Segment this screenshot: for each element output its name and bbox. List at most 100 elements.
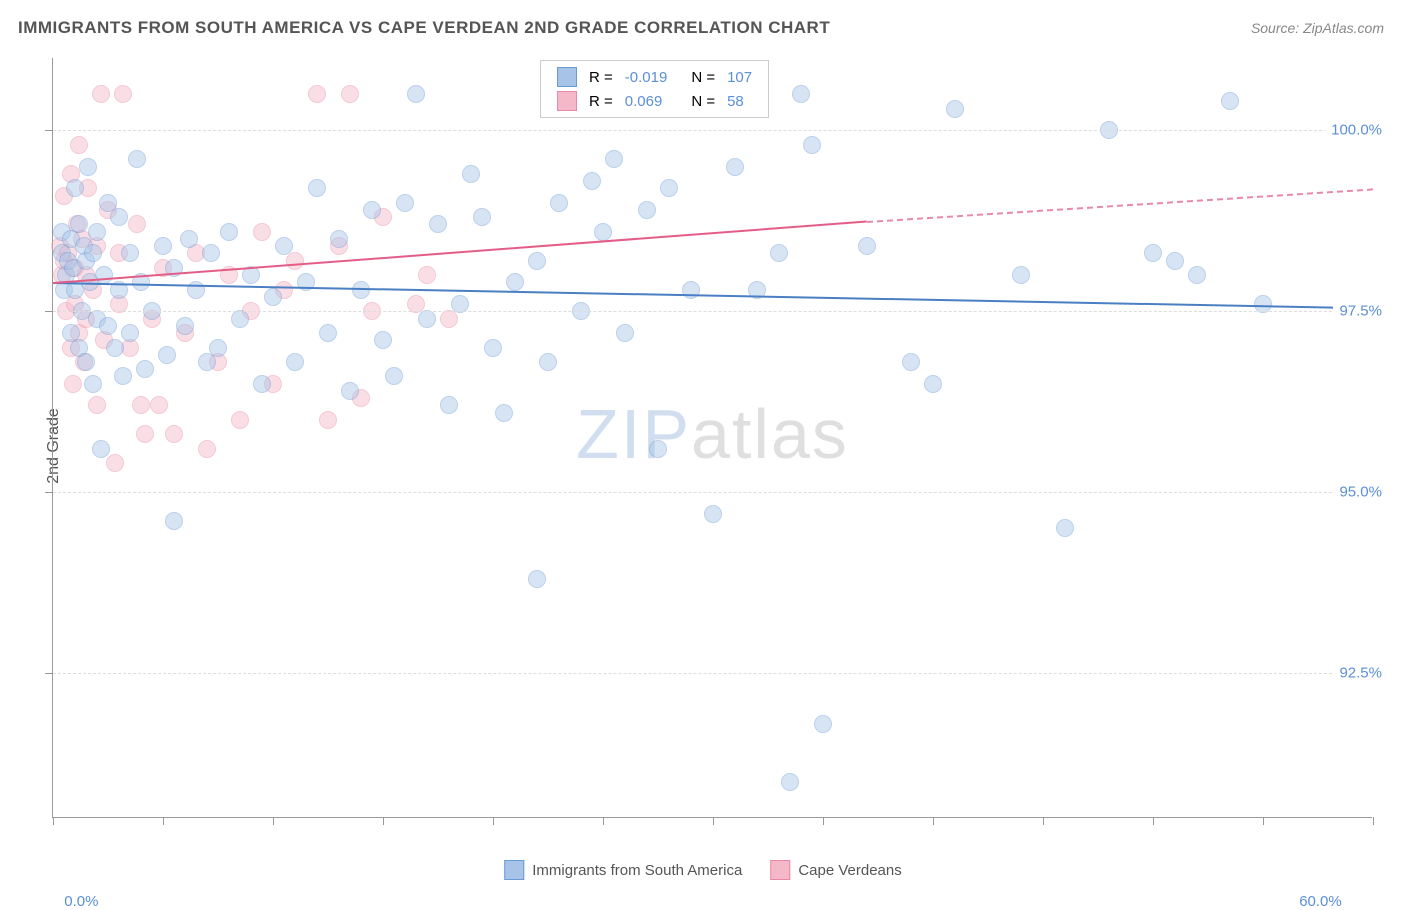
y-tick: [45, 130, 53, 131]
y-tick-label: 97.5%: [1333, 303, 1382, 320]
data-point: [154, 237, 172, 255]
source-attribution: Source: ZipAtlas.com: [1251, 20, 1384, 36]
y-tick-label: 95.0%: [1333, 484, 1382, 501]
x-axis-min-label: 0.0%: [64, 893, 98, 910]
data-point: [114, 85, 132, 103]
data-point: [198, 440, 216, 458]
legend-item-series1: Immigrants from South America: [504, 860, 742, 880]
r-value-series2: 0.069: [619, 89, 674, 113]
data-point: [858, 237, 876, 255]
legend-label-series2: Cape Verdeans: [798, 862, 901, 879]
data-point: [110, 208, 128, 226]
x-tick: [1373, 817, 1374, 825]
data-point: [506, 273, 524, 291]
data-point: [99, 317, 117, 335]
data-point: [136, 360, 154, 378]
data-point: [814, 715, 832, 733]
data-point: [946, 100, 964, 118]
data-point: [84, 375, 102, 393]
y-tick: [45, 673, 53, 674]
data-point: [649, 440, 667, 458]
n-label: N =: [685, 65, 721, 89]
data-point: [220, 223, 238, 241]
data-point: [136, 425, 154, 443]
data-point: [1056, 519, 1074, 537]
x-tick: [713, 817, 714, 825]
data-point: [726, 158, 744, 176]
y-tick: [45, 311, 53, 312]
data-point: [95, 266, 113, 284]
data-point: [407, 85, 425, 103]
n-label: N =: [685, 89, 721, 113]
data-point: [594, 223, 612, 241]
data-point: [92, 85, 110, 103]
legend-swatch-series2: [557, 91, 577, 111]
data-point: [209, 339, 227, 357]
data-point: [528, 252, 546, 270]
scatter-layer: [53, 58, 1372, 817]
data-point: [374, 331, 392, 349]
data-point: [88, 223, 106, 241]
data-point: [70, 215, 88, 233]
r-value-series1: -0.019: [619, 65, 674, 89]
data-point: [231, 411, 249, 429]
data-point: [803, 136, 821, 154]
data-point: [1144, 244, 1162, 262]
x-tick: [493, 817, 494, 825]
data-point: [275, 237, 293, 255]
data-point: [462, 165, 480, 183]
data-point: [473, 208, 491, 226]
data-point: [128, 150, 146, 168]
data-point: [1188, 266, 1206, 284]
data-point: [330, 230, 348, 248]
x-tick: [933, 817, 934, 825]
data-point: [253, 223, 271, 241]
data-point: [253, 375, 271, 393]
data-point: [396, 194, 414, 212]
r-label: R =: [583, 89, 619, 113]
gridline: [53, 130, 1382, 131]
chart-plot-area: ZIPatlas 92.5%95.0%97.5%100.0%: [52, 58, 1372, 818]
data-point: [319, 411, 337, 429]
data-point: [1012, 266, 1030, 284]
data-point: [924, 375, 942, 393]
data-point: [70, 136, 88, 154]
data-point: [121, 244, 139, 262]
x-tick: [603, 817, 604, 825]
legend-swatch-series1: [504, 860, 524, 880]
data-point: [583, 172, 601, 190]
data-point: [495, 404, 513, 422]
data-point: [66, 179, 84, 197]
data-point: [770, 244, 788, 262]
data-point: [180, 230, 198, 248]
data-point: [77, 353, 95, 371]
gridline: [53, 673, 1382, 674]
legend-swatch-series1: [557, 67, 577, 87]
data-point: [484, 339, 502, 357]
y-tick-label: 92.5%: [1333, 665, 1382, 682]
data-point: [1166, 252, 1184, 270]
data-point: [64, 375, 82, 393]
data-point: [264, 288, 282, 306]
data-point: [341, 85, 359, 103]
data-point: [363, 201, 381, 219]
data-point: [308, 179, 326, 197]
x-tick: [1153, 817, 1154, 825]
data-point: [539, 353, 557, 371]
trend-line: [867, 188, 1373, 223]
gridline: [53, 311, 1382, 312]
data-point: [165, 512, 183, 530]
data-point: [158, 346, 176, 364]
legend-item-series2: Cape Verdeans: [770, 860, 901, 880]
data-point: [902, 353, 920, 371]
data-point: [79, 158, 97, 176]
data-point: [704, 505, 722, 523]
data-point: [792, 85, 810, 103]
data-point: [132, 396, 150, 414]
data-point: [550, 194, 568, 212]
data-point: [202, 244, 220, 262]
data-point: [429, 215, 447, 233]
data-point: [319, 324, 337, 342]
legend-label-series1: Immigrants from South America: [532, 862, 742, 879]
x-tick: [1043, 817, 1044, 825]
